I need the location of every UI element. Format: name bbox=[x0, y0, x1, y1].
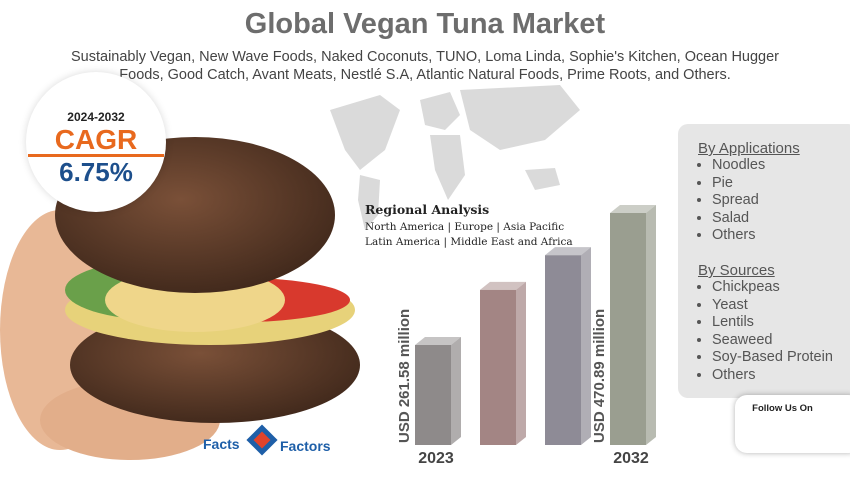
bar-top bbox=[415, 337, 461, 345]
bar bbox=[610, 213, 646, 445]
value-label: USD 470.89 million bbox=[591, 309, 608, 443]
segment-list: Chickpeas Yeast Lentils Seaweed Soy-Base… bbox=[692, 279, 833, 385]
segment-item: Pie bbox=[712, 175, 765, 193]
segment-item: Chickpeas bbox=[712, 279, 833, 297]
segment-heading: By Applications bbox=[698, 140, 800, 157]
bar-side bbox=[646, 205, 656, 445]
segment-item: Seaweed bbox=[712, 332, 833, 350]
segment-heading: By Sources bbox=[698, 262, 775, 279]
bar-top bbox=[610, 205, 656, 213]
bar-top bbox=[545, 247, 591, 256]
bar-side bbox=[451, 337, 461, 445]
segment-item: Salad bbox=[712, 210, 765, 228]
x-tick-label: 2023 bbox=[418, 450, 454, 467]
segment-list: Noodles Pie Spread Salad Others bbox=[692, 157, 765, 245]
bar-side bbox=[516, 281, 526, 445]
segment-item: Soy-Based Protein bbox=[712, 349, 833, 367]
subtitle: Sustainably Vegan, New Wave Foods, Naked… bbox=[70, 49, 779, 83]
logo-text: Factors bbox=[280, 438, 331, 454]
bar bbox=[545, 255, 581, 445]
segment-item: Others bbox=[712, 367, 833, 385]
follow-box: Follow Us On bbox=[735, 395, 850, 453]
bar bbox=[415, 345, 451, 445]
cagr-badge: 2024-2032 CAGR 6.75% bbox=[26, 72, 166, 212]
bar bbox=[480, 289, 516, 445]
segment-item: Yeast bbox=[712, 297, 833, 315]
world-map bbox=[330, 85, 580, 230]
cagr-value: 6.75% bbox=[59, 157, 133, 187]
regional-line: Latin America | Middle East and Africa bbox=[365, 236, 573, 248]
logo-icon bbox=[246, 424, 278, 456]
segment-item: Lentils bbox=[712, 314, 833, 332]
segment-item: Spread bbox=[712, 192, 765, 210]
title: Global Vegan Tuna Market bbox=[244, 8, 606, 40]
regional-line: North America | Europe | Asia Pacific bbox=[365, 221, 565, 233]
cagr-label: CAGR bbox=[54, 124, 138, 155]
segment-item: Others bbox=[712, 227, 765, 245]
cagr-period: 2024-2032 bbox=[67, 110, 125, 124]
follow-title: Follow Us On bbox=[752, 403, 813, 414]
bar-side bbox=[581, 247, 591, 445]
x-tick-label: 2032 bbox=[613, 450, 649, 467]
regional-title: Regional Analysis bbox=[365, 202, 490, 217]
segment-panel: By Applications Noodles Pie Spread Salad… bbox=[678, 124, 850, 398]
logo-text: Facts bbox=[203, 436, 240, 452]
cagr-rule bbox=[28, 154, 164, 157]
bar-top bbox=[480, 281, 526, 290]
segment-item: Noodles bbox=[712, 157, 765, 175]
value-label: USD 261.58 million bbox=[396, 309, 413, 443]
